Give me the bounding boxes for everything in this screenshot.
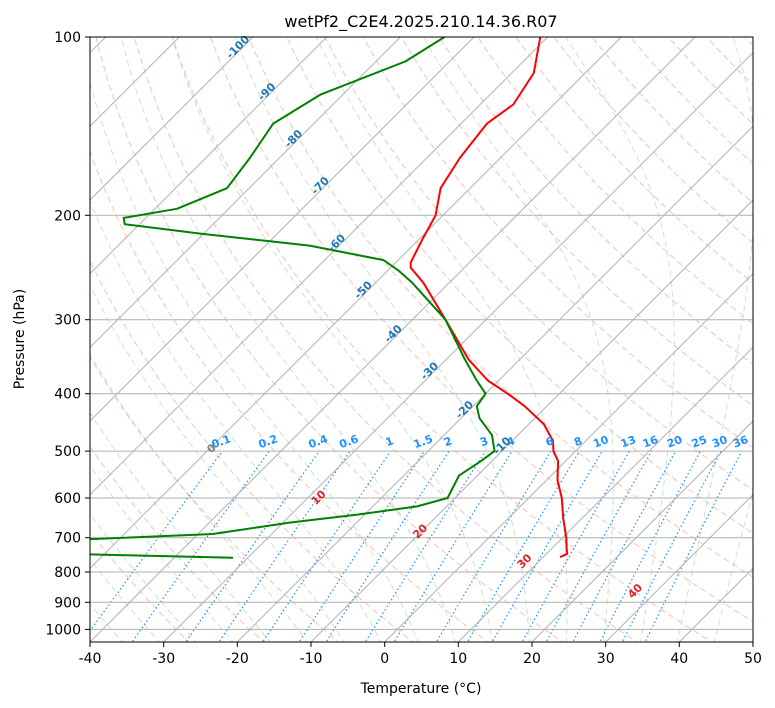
mixing-ratio-line [131, 450, 270, 642]
isotherm-line [384, 272, 753, 642]
x-tick-label: 30 [597, 651, 615, 667]
mixing-ratio-label: 1.5 [412, 432, 435, 451]
mixing-ratio-label: 0.2 [257, 432, 280, 451]
x-axis-label: Temperature (°C) [360, 681, 482, 697]
mixing-ratio-line [393, 450, 513, 642]
moist-adiabat-line [90, 199, 382, 642]
isotherm-line [310, 199, 753, 642]
isotherm-line [236, 125, 753, 642]
mixing-ratio-label: 2 [442, 434, 454, 449]
dewpoint-line [90, 37, 496, 559]
mixing-ratio-label: 8 [572, 434, 584, 449]
x-tick-label: 20 [523, 651, 541, 667]
mixing-ratio-line [262, 450, 392, 642]
x-tick-label: -20 [226, 651, 249, 667]
mixing-ratio-label: 30 [710, 433, 729, 451]
x-tick-label: 40 [670, 651, 688, 667]
mixing-ratio-line [325, 450, 450, 642]
mixing-ratio-label: 4 [505, 434, 517, 449]
mixing-ratio-label: 0.4 [307, 432, 330, 451]
dry-adiabat-line [90, 259, 414, 642]
mixing-ratio-line [90, 450, 223, 632]
isotherm-line [531, 420, 753, 642]
x-tick-label: 10 [449, 651, 467, 667]
isotherm-line [90, 37, 696, 642]
mixing-ratio-label: 6 [544, 434, 556, 449]
moist-adiabat-line [90, 80, 419, 642]
mixing-ratio-label: 10 [591, 433, 610, 451]
isotherm-line [457, 346, 753, 642]
y-tick-label: 1000 [45, 622, 81, 638]
x-tick-label: -30 [152, 651, 175, 667]
isotherm-line [90, 37, 401, 349]
x-tick-label: 50 [744, 651, 762, 667]
mixing-ratio-label: 1 [384, 434, 396, 449]
y-tick-label: 500 [54, 444, 81, 460]
mixing-ratio-label: 0.1 [210, 432, 233, 451]
mixing-ratio-line [298, 450, 425, 642]
y-axis: 1000 900 800 700 600 500 400 300 200 100 [45, 30, 90, 638]
y-tick-label: 400 [54, 387, 81, 403]
y-tick-label: 300 [54, 313, 81, 329]
x-tick-label: 0 [380, 651, 389, 667]
x-tick-label: -10 [300, 651, 323, 667]
mixing-ratio-line [466, 450, 580, 642]
series-lines [90, 37, 569, 559]
chart-title: wetPf2_C2E4.2025.210.14.36.R07 [284, 12, 557, 32]
mixing-ratio-line [599, 450, 702, 642]
plot-frame [89, 36, 754, 643]
y-tick-label: 200 [54, 208, 81, 224]
y-axis-label: Pressure (hPa) [12, 289, 28, 389]
mixing-ratio-line [218, 450, 351, 642]
y-tick-label: 700 [54, 531, 81, 547]
mixing-ratio-label: 36 [731, 433, 750, 451]
x-axis: -40 -30 -20 -10 0 10 20 30 40 50 [79, 642, 762, 667]
x-tick-label: -40 [79, 651, 102, 667]
y-tick-label: 900 [54, 595, 81, 611]
isotherm-line [605, 493, 753, 642]
dry-adiabat-line [90, 150, 489, 642]
mixing-ratio-label: 13 [619, 433, 638, 450]
isotherm-line [163, 51, 753, 642]
mixing-ratio-label: 16 [641, 433, 660, 451]
mixing-ratio-line [185, 450, 320, 642]
isotherm-line [90, 37, 475, 422]
isotherm-line [90, 37, 328, 275]
y-tick-label: 100 [54, 30, 81, 46]
isotherm-line [90, 37, 622, 570]
mixing-ratio-line [572, 450, 677, 642]
y-tick-label: 800 [54, 565, 81, 581]
isotherm-line [90, 37, 549, 496]
mixing-ratio-label: 3 [478, 434, 490, 449]
grid-lines [90, 37, 753, 642]
mixing-ratio-label: 0.6 [338, 432, 361, 451]
mixing-ratio-line [621, 450, 722, 642]
temperature-line [409, 37, 569, 559]
mixing-ratio-label: 25 [690, 433, 709, 450]
y-tick-label: 600 [54, 491, 81, 507]
isotherm-line [90, 37, 254, 201]
mixing-ratio-label: 20 [665, 433, 684, 451]
